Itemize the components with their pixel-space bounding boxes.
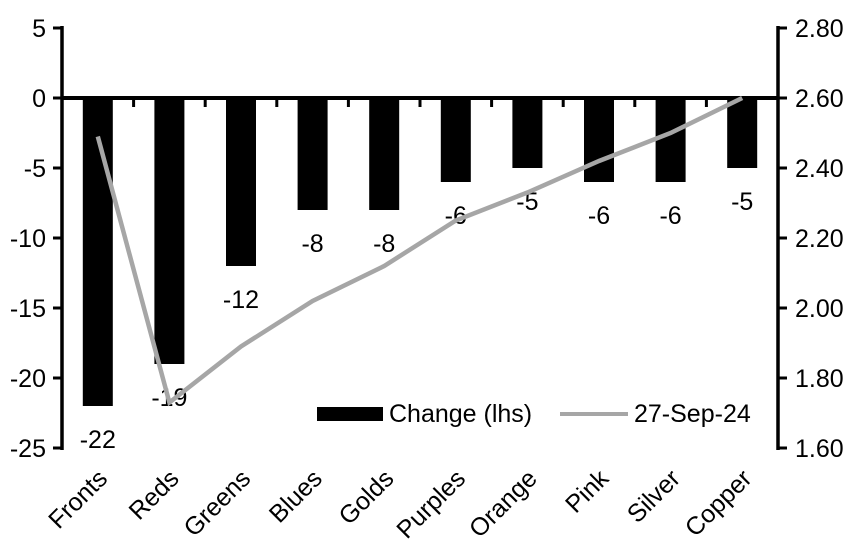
bar [512,98,543,168]
category-label: Golds [333,464,399,530]
bar [82,98,113,406]
right-axis-tick-label: 2.00 [795,295,844,323]
bar [440,98,471,182]
legend-bar-swatch [317,407,383,421]
category-label: Greens [178,464,256,542]
left-axis-tick-label: 5 [32,15,46,43]
bar [297,98,328,210]
legend-bar-label: Change (lhs) [389,400,533,428]
right-axis-tick-label: 2.60 [795,85,844,113]
right-axis-tick-label: 2.40 [795,155,844,183]
legend-line-swatch [560,412,628,416]
category-label: Blues [264,464,328,528]
category-label: Orange [464,464,543,543]
bar-value-label: -8 [373,230,395,258]
category-label: Purples [391,464,471,544]
bar-value-label: -6 [659,202,681,230]
bar [727,98,758,168]
bar-value-label: -6 [588,202,610,230]
bar [655,98,686,182]
bar-value-label: -12 [223,286,259,314]
bar [154,98,185,364]
right-axis-tick-label: 1.60 [795,435,844,463]
right-axis-tick-label: 2.20 [795,225,844,253]
bar-value-label: -8 [301,230,323,258]
category-label: Copper [680,464,758,542]
left-axis-tick-label: -25 [10,435,46,463]
left-axis-tick-label: 0 [32,85,46,113]
category-label: Pink [560,464,615,519]
left-axis-tick-label: -5 [24,155,46,183]
category-label: Fronts [43,464,113,534]
left-axis-tick-label: -15 [10,295,46,323]
trend-line [95,95,744,407]
bar [369,98,400,210]
legend-line-label: 27-Sep-24 [634,400,751,428]
right-axis-tick-label: 2.80 [795,15,844,43]
right-axis-tick-label: 1.80 [795,365,844,393]
category-label: Silver [622,464,686,528]
bar-value-label: -5 [731,188,753,216]
category-label: Reds [124,464,185,525]
left-axis-tick-label: -10 [10,225,46,253]
bar-value-label: -22 [80,426,116,454]
bar [226,98,256,266]
bar [584,98,614,182]
left-axis-tick-label: -20 [10,365,46,393]
